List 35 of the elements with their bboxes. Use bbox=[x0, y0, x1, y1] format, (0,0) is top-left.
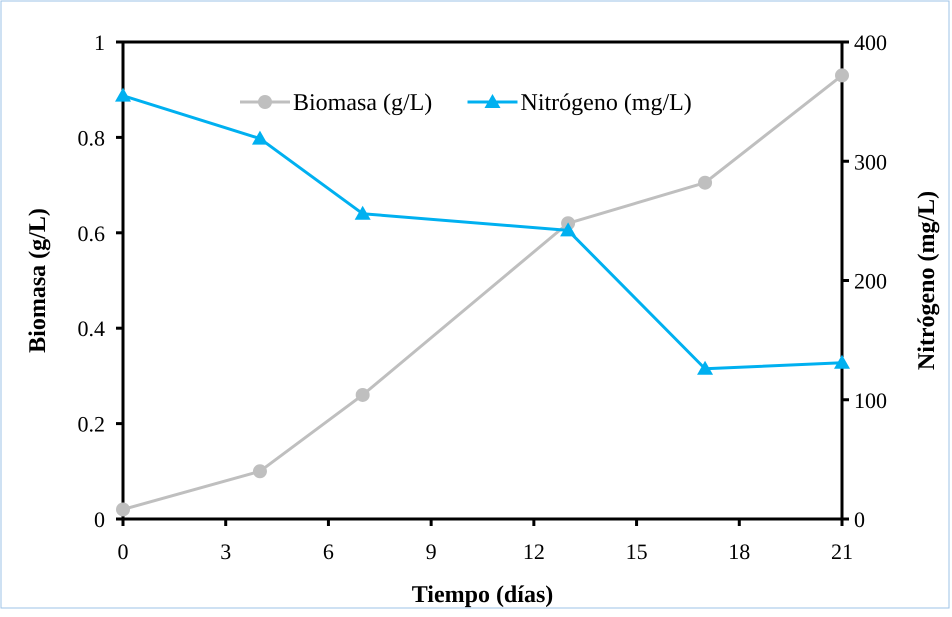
x-tick-label: 21 bbox=[831, 539, 853, 564]
y-tick-label: 0.2 bbox=[78, 412, 105, 437]
point bbox=[835, 68, 849, 82]
point bbox=[698, 176, 712, 190]
y2-tick-label: 300 bbox=[854, 149, 887, 174]
x-tick-label: 0 bbox=[118, 539, 128, 564]
point bbox=[560, 222, 576, 236]
y2-tick-label: 400 bbox=[854, 30, 887, 55]
y2-tick-label: 0 bbox=[854, 507, 865, 532]
x-tick-label: 9 bbox=[426, 539, 437, 564]
x-tick-label: 12 bbox=[522, 539, 545, 564]
y-tick-label: 0.4 bbox=[78, 316, 105, 342]
y-axis-title: Biomasa (g/L) bbox=[25, 208, 51, 353]
y-tick-label: 0.8 bbox=[78, 125, 105, 150]
y-tick-label: 0.6 bbox=[78, 220, 105, 246]
legend-label: Nitrógeno (mg/L) bbox=[520, 90, 692, 116]
x-axis-title: Tiempo (días) bbox=[412, 582, 554, 608]
point bbox=[252, 130, 268, 145]
x-tick-label: 15 bbox=[626, 539, 648, 564]
point bbox=[115, 88, 131, 102]
y2-tick-label: 200 bbox=[854, 268, 887, 294]
point bbox=[252, 464, 267, 478]
y-tick-label: 0 bbox=[94, 507, 105, 532]
point bbox=[834, 354, 850, 369]
point bbox=[356, 388, 370, 402]
legend-label: Biomasa (g/L) bbox=[293, 90, 432, 116]
y2-tick-label: 100 bbox=[854, 388, 887, 413]
point bbox=[697, 360, 714, 375]
point bbox=[354, 206, 371, 220]
x-tick-label: 6 bbox=[322, 539, 334, 564]
x-tick-label: 3 bbox=[220, 539, 232, 564]
point bbox=[116, 502, 130, 516]
y2-axis-title: Nitrógeno (mg/L) bbox=[914, 190, 940, 370]
y-tick-label: 1 bbox=[94, 30, 105, 55]
x-tick-label: 18 bbox=[728, 539, 750, 564]
